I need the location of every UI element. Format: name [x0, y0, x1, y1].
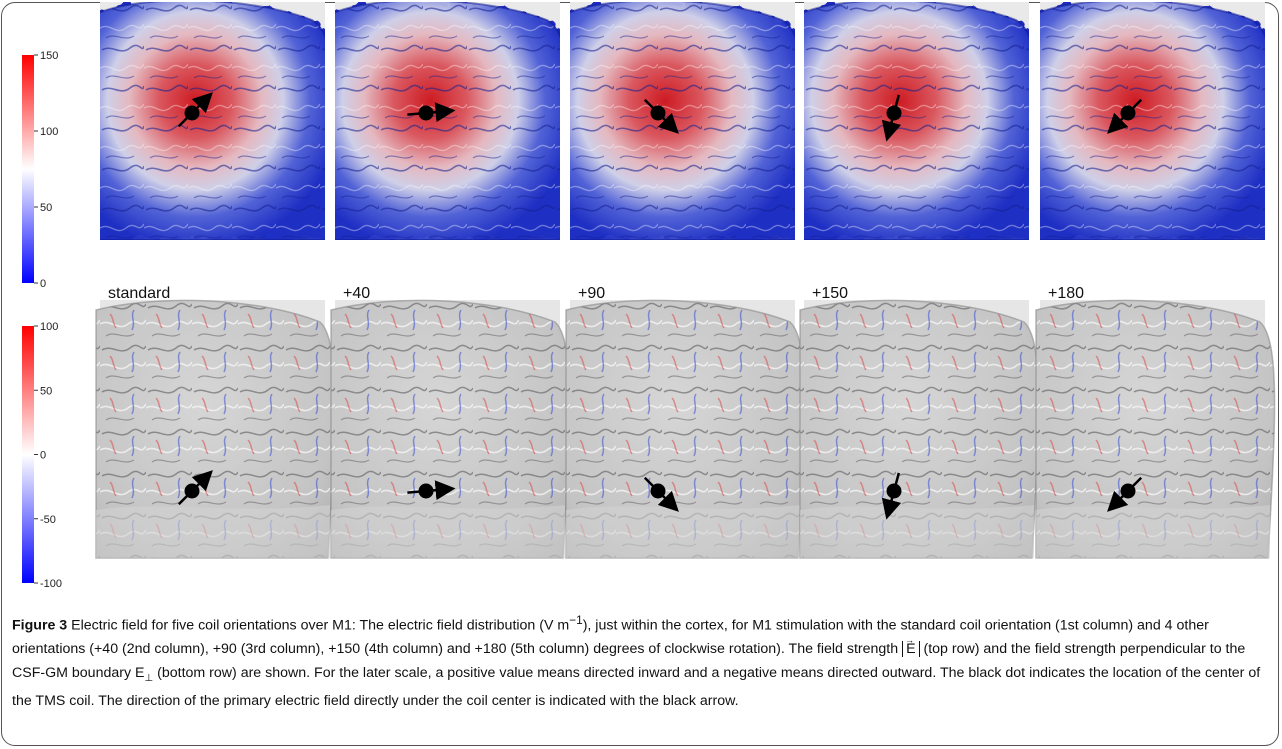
- coil-center-dot: [650, 105, 666, 121]
- coil-center-dot: [1120, 105, 1136, 121]
- coil-center-dot: [886, 483, 902, 499]
- caption-part-4: (bottom row) are shown. For the later sc…: [12, 664, 1261, 710]
- perpendicular-symbol: ⊥: [144, 672, 154, 684]
- caption-part-2: ), just within the cortex, for M1 stimul…: [12, 617, 1209, 658]
- column-label: +40: [343, 285, 370, 302]
- caption-part-3: (top row) and the field strength perpend…: [12, 641, 1246, 681]
- column-label: standard: [108, 285, 170, 302]
- colorbar-top-tick-label: 50: [40, 202, 52, 214]
- colorbar-top-tick-label: 0: [40, 278, 46, 290]
- bottom-field-map: [95, 299, 336, 559]
- coil-center-dot: [184, 483, 200, 499]
- colorbar-bottom-tick-label: 100: [40, 321, 58, 333]
- coil-center-dot: [184, 105, 200, 121]
- coil-center-dot: [886, 105, 902, 121]
- coil-center-dot: [418, 483, 434, 499]
- bottom-field-map: [565, 299, 806, 559]
- top-field-map: [566, 0, 803, 240]
- figure-number: Figure 3: [12, 617, 68, 634]
- figure-image: 150 100 50 0 100 50 0 -50 -100 standard +40 +90 +1…: [22, 0, 1276, 590]
- column-label: +180: [1048, 285, 1084, 302]
- colorbar-bottom-gradient: [22, 326, 34, 583]
- colorbar-bottom-tick-label: 50: [40, 385, 52, 397]
- coil-center-dot: [418, 105, 434, 121]
- colorbar-top-tick-label: 100: [40, 126, 58, 138]
- top-field-map: [800, 0, 1037, 240]
- coil-center-dot: [1120, 483, 1136, 499]
- figure-caption: Figure 3 Electric field for five coil or…: [12, 609, 1268, 714]
- colorbar-top: 150 100 50 0: [22, 50, 58, 290]
- colorbar-bottom: 100 50 0 -50 -100: [22, 321, 62, 590]
- top-field-map: [96, 0, 333, 240]
- top-field-map: [331, 0, 568, 240]
- coil-center-dot: [650, 483, 666, 499]
- colorbar-bottom-tick-label: -50: [40, 514, 56, 526]
- field-strength-symbol: → E: [902, 635, 920, 658]
- bottom-field-map: [799, 299, 1040, 559]
- colorbar-bottom-tick-label: -100: [40, 578, 62, 590]
- field-strength-letter: E: [906, 641, 916, 658]
- column-label: +90: [578, 285, 605, 302]
- colorbar-bottom-tick-label: 0: [40, 450, 46, 462]
- vector-arrow: →: [905, 635, 915, 646]
- bottom-field-map: [330, 299, 571, 559]
- colorbar-top-gradient: [22, 55, 34, 283]
- colorbar-top-tick-label: 150: [40, 50, 58, 62]
- column-label: +150: [812, 285, 848, 302]
- top-field-map: [1036, 0, 1273, 240]
- unit-exponent: −1: [569, 613, 583, 627]
- caption-part-1: Electric field for five coil orientation…: [67, 617, 570, 634]
- bottom-field-map: [1035, 299, 1276, 559]
